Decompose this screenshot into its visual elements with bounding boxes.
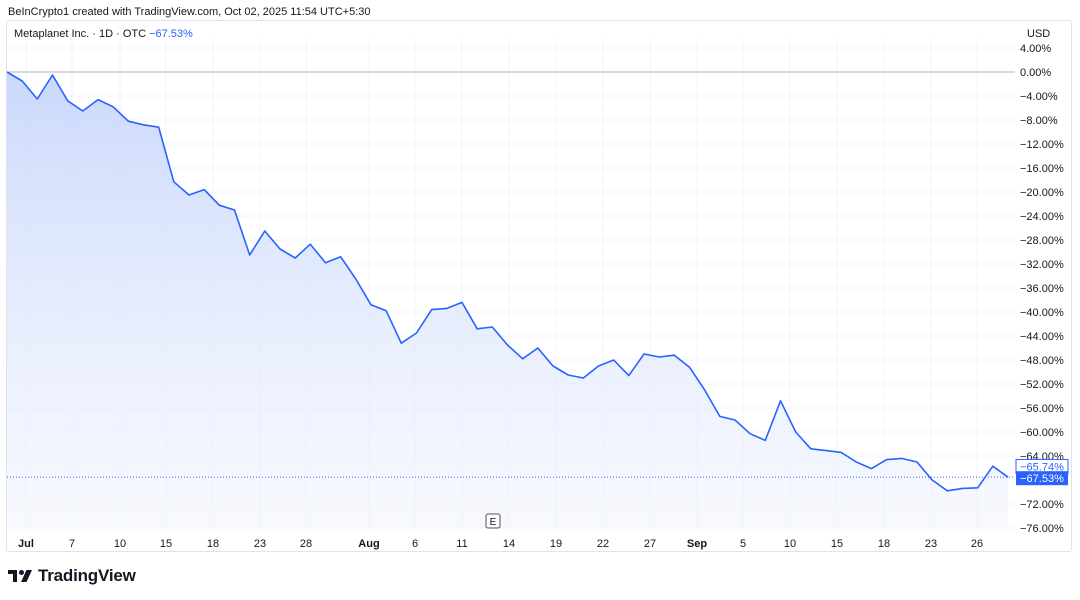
y-tick-label-18: −72.00%	[1020, 499, 1064, 511]
tradingview-logo[interactable]: TradingView	[8, 566, 136, 586]
x-tick-label-8: 6	[412, 538, 418, 550]
last-value-label-secondary: −65.74%	[1020, 461, 1064, 473]
symbol-title: Metaplanet Inc. · 1D · OTC	[14, 28, 147, 40]
price-line	[6, 71, 1009, 492]
x-tick-label-14: Sep	[687, 538, 707, 550]
change-value: −67.53%	[149, 28, 193, 40]
x-tick-label-17: 15	[831, 538, 843, 550]
credit-text: BeInCrypto1 created with TradingView.com…	[8, 6, 371, 18]
x-tick-label-0: Jul	[18, 538, 34, 550]
y-tick-label-19: −76.00%	[1020, 523, 1064, 535]
y-tick-label-7: −24.00%	[1020, 211, 1064, 223]
last-value-box	[1016, 471, 1068, 486]
y-tick-label-15: −56.00%	[1020, 403, 1064, 415]
x-tick-label-10: 14	[503, 538, 515, 550]
y-tick-label-0: 4.00%	[1020, 43, 1051, 55]
y-tick-label-3: −8.00%	[1020, 115, 1058, 127]
x-tick-label-7: Aug	[358, 538, 379, 550]
y-tick-label-1: 0.00%	[1020, 67, 1051, 79]
y-tick-label-9: −32.00%	[1020, 259, 1064, 271]
logo-text: TradingView	[38, 566, 136, 585]
y-tick-label-13: −48.00%	[1020, 355, 1064, 367]
x-tick-label-19: 23	[925, 538, 937, 550]
y-tick-label-4: −12.00%	[1020, 139, 1064, 151]
x-tick-label-13: 27	[644, 538, 656, 550]
x-tick-label-12: 22	[597, 538, 609, 550]
y-tick-label-2: −4.00%	[1020, 91, 1058, 103]
event-marker-label: E	[490, 517, 497, 528]
y-tick-label-11: −40.00%	[1020, 307, 1064, 319]
tradingview-logo-icon	[8, 570, 32, 582]
y-tick-label-6: −20.00%	[1020, 187, 1064, 199]
x-tick-label-18: 18	[878, 538, 890, 550]
x-tick-label-2: 10	[114, 538, 126, 550]
x-tick-label-1: 7	[69, 538, 75, 550]
y-tick-label-5: −16.00%	[1020, 163, 1064, 175]
currency-label[interactable]: USD	[1027, 28, 1051, 40]
y-tick-label-12: −44.00%	[1020, 331, 1064, 343]
y-tick-label-10: −36.00%	[1020, 283, 1064, 295]
x-tick-label-3: 15	[160, 538, 172, 550]
x-tick-label-4: 18	[207, 538, 219, 550]
x-tick-label-6: 28	[300, 538, 312, 550]
area-fill	[7, 72, 1008, 528]
chart-frame	[6, 20, 1072, 552]
x-tick-label-15: 5	[740, 538, 746, 550]
y-tick-label-8: −28.00%	[1020, 235, 1064, 247]
x-tick-label-9: 11	[456, 538, 467, 550]
y-tick-label-14: −52.00%	[1020, 379, 1064, 391]
x-tick-label-5: 23	[254, 538, 266, 550]
x-tick-label-16: 10	[784, 538, 796, 550]
last-value-label: −67.53%	[1020, 473, 1064, 485]
y-tick-label-16: −60.00%	[1020, 427, 1064, 439]
symbol-legend: Metaplanet Inc. · 1D · OTC −67.53%	[14, 28, 193, 40]
x-tick-label-20: 26	[971, 538, 983, 550]
x-tick-label-11: 19	[550, 538, 562, 550]
event-marker-box	[485, 513, 501, 529]
